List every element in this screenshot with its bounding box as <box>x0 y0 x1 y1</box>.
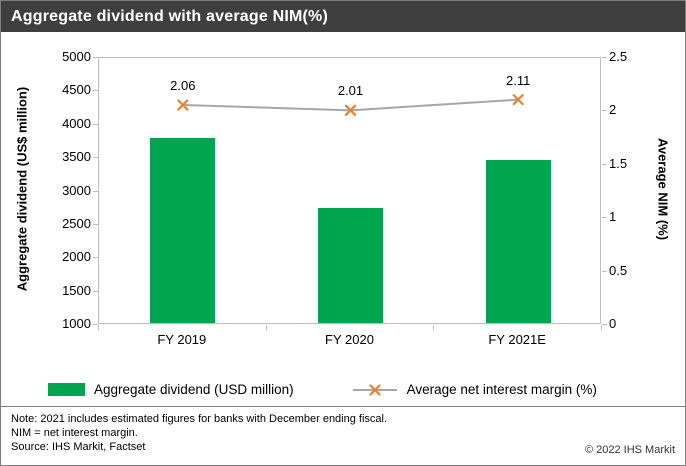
right-axis-tick-label: 1.5 <box>609 155 628 171</box>
chart-title-bar: Aggregate dividend with average NIM(%) <box>1 1 685 32</box>
legend-item-dividend: Aggregate dividend (USD million) <box>48 382 294 397</box>
x-axis-tickmark <box>601 325 602 330</box>
dividend-bar <box>150 138 216 323</box>
nim-line-chart <box>177 94 524 116</box>
left-axis-tick-label: 2500 <box>62 215 91 231</box>
left-axis-tick-label: 4000 <box>62 115 91 131</box>
x-axis-tickmark <box>433 325 435 330</box>
nim-data-label: 2.11 <box>505 72 531 88</box>
line-legend-sample <box>352 383 398 397</box>
left-axis-tick-label: 1000 <box>62 316 91 331</box>
bar-legend-label: Aggregate dividend (USD million) <box>94 382 294 397</box>
left-axis-tickmark <box>93 290 98 292</box>
nim-x-marker <box>344 104 357 116</box>
right-axis-tickmark <box>602 324 607 325</box>
left-axis-tickmark <box>93 223 98 225</box>
left-axis-tick-label: 5000 <box>62 49 91 64</box>
left-axis-tick-label: 1500 <box>62 282 91 298</box>
copyright: © 2022 IHS Markit <box>584 444 675 456</box>
left-axis-tick-label: 3500 <box>62 149 91 165</box>
x-axis-tick-label: FY 2020 <box>325 332 374 347</box>
x-axis-tickmark <box>265 325 267 330</box>
left-axis-tickmark <box>93 57 98 58</box>
note-line-2: NIM = net interest margin. <box>11 427 138 439</box>
legend-item-nim: Average net interest margin (%) <box>352 382 597 397</box>
x-axis-tick-label: FY 2019 <box>157 332 207 347</box>
legend: Aggregate dividend (USD million) Average… <box>1 373 685 406</box>
left-axis-tickmark <box>93 123 98 125</box>
left-axis-tickmark <box>93 90 98 92</box>
line-legend-label: Average net interest margin (%) <box>406 382 597 397</box>
right-axis-tick-label: 0 <box>609 316 617 331</box>
dividend-bar <box>485 160 551 323</box>
right-axis-tickmark <box>602 57 607 58</box>
left-axis-tickmark <box>93 324 98 325</box>
left-axis-tick-label: 2000 <box>62 249 91 265</box>
right-axis-tick-label: 2 <box>609 102 617 118</box>
note-line-1: Note: 2021 includes estimated figures fo… <box>11 413 388 425</box>
nim-data-label: 2.06 <box>170 77 196 93</box>
right-axis-tickmark <box>602 163 607 165</box>
right-axis-tickmark <box>602 110 607 112</box>
left-axis-tick-label: 4500 <box>62 82 91 98</box>
x-axis-tick-label: FY 2021E <box>488 332 546 347</box>
footer-separator <box>1 406 685 407</box>
nim-data-label: 2.01 <box>337 83 364 99</box>
left-axis-tickmark <box>93 190 98 192</box>
right-axis-tick-label: 1 <box>609 209 617 225</box>
right-axis-tick-label: 0.5 <box>609 262 628 278</box>
nim-x-marker <box>512 94 524 106</box>
chart-region: Aggregate dividend (US$ million) Average… <box>1 32 685 373</box>
dividend-bar <box>318 208 383 323</box>
nim-x-marker <box>177 99 189 111</box>
left-axis-tickmark <box>93 157 98 159</box>
right-axis-tick-label: 2.5 <box>609 49 628 64</box>
bar-legend-swatch <box>48 383 85 396</box>
x-axis-tickmark <box>98 325 99 330</box>
left-axis-tick-label: 3000 <box>62 182 91 198</box>
line-marker-sample-icon <box>352 383 397 396</box>
chart-title: Aggregate dividend with average NIM(%) <box>11 7 328 25</box>
right-axis-tickmark <box>602 217 607 219</box>
legend-x-marker <box>368 383 381 396</box>
plot-area: 2.06 2.01 2.11 <box>98 57 601 324</box>
source-line: Source: IHS Markit, Factset <box>11 441 146 453</box>
footer: Note: 2021 includes estimated figures fo… <box>1 407 685 465</box>
left-axis-tickmark <box>93 257 98 259</box>
right-axis-tickmark <box>602 270 607 272</box>
